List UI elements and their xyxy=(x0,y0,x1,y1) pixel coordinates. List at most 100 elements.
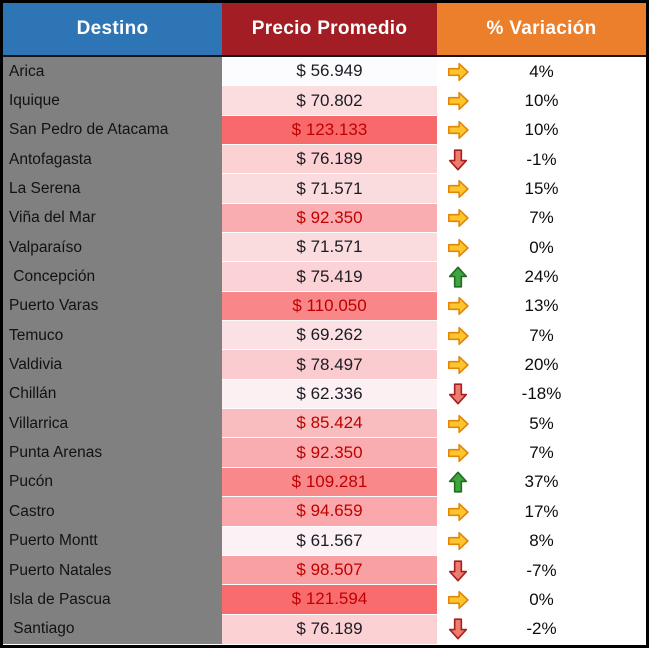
arrow-right-icon xyxy=(446,178,470,201)
variacion-value: -7% xyxy=(526,560,557,580)
precio-cell: $ 85.424 xyxy=(222,409,437,439)
precio-cell: $ 76.189 xyxy=(222,145,437,175)
variacion-value: 0% xyxy=(529,589,554,609)
table-row: Punta Arenas $ 92.350 7% xyxy=(3,438,646,468)
arrow-right-icon xyxy=(446,324,470,347)
table-row: Valparaíso $ 71.571 0% xyxy=(3,233,646,263)
variacion-value: 13% xyxy=(524,296,559,316)
destino-cell: Temuco xyxy=(3,321,222,351)
variacion-cell: 37% xyxy=(437,467,646,498)
variacion-cell: 5% xyxy=(437,409,646,439)
variacion-cell: 0% xyxy=(437,585,646,615)
variacion-value: 7% xyxy=(529,208,554,228)
variacion-cell: 24% xyxy=(437,262,646,292)
destino-cell: Viña del Mar xyxy=(3,203,222,234)
destino-cell: Puerto Varas xyxy=(3,291,222,322)
variacion-cell: 0% xyxy=(437,233,646,263)
variacion-cell: -2% xyxy=(437,614,646,644)
destino-cell: Chillán xyxy=(3,379,222,410)
destino-cell: Pucón xyxy=(3,467,222,498)
variacion-value: 7% xyxy=(529,325,554,345)
variacion-value: 20% xyxy=(524,355,559,375)
arrow-up-icon xyxy=(446,266,470,289)
table-row: Iquique $ 70.802 10% xyxy=(3,86,646,116)
precio-cell: $ 71.571 xyxy=(222,174,437,204)
arrow-right-icon xyxy=(446,207,470,230)
destino-cell: Arica xyxy=(3,57,222,87)
table-row: Puerto Montt $ 61.567 8% xyxy=(3,526,646,556)
destino-cell: Villarrica xyxy=(3,409,222,439)
table-row: Antofagasta $ 76.189 -1% xyxy=(3,145,646,175)
table-row: La Serena $ 71.571 15% xyxy=(3,174,646,204)
variacion-value: 4% xyxy=(529,61,554,81)
precio-cell: $ 76.189 xyxy=(222,614,437,644)
table-row: Chillán $ 62.336 -18% xyxy=(3,379,646,410)
table-row: Santiago $ 76.189 -2% xyxy=(3,614,646,644)
variacion-cell: -18% xyxy=(437,379,646,410)
arrow-right-icon xyxy=(446,90,470,113)
precio-cell: $ 78.497 xyxy=(222,350,437,380)
variacion-cell: 10% xyxy=(437,86,646,116)
variacion-value: 17% xyxy=(524,501,559,521)
variacion-cell: 20% xyxy=(437,350,646,380)
table-row: Villarrica $ 85.424 5% xyxy=(3,409,646,439)
arrow-right-icon xyxy=(446,60,470,83)
arrow-right-icon xyxy=(446,588,470,611)
variacion-value: -2% xyxy=(526,619,557,639)
table-row: Valdivia $ 78.497 20% xyxy=(3,350,646,380)
destino-cell: La Serena xyxy=(3,174,222,204)
arrow-right-icon xyxy=(446,295,470,318)
arrow-right-icon xyxy=(446,442,470,465)
variacion-value: 37% xyxy=(524,472,559,492)
precio-cell: $ 75.419 xyxy=(222,262,437,292)
variacion-cell: 13% xyxy=(437,291,646,322)
column-header-precio-promedio: Precio Promedio xyxy=(222,3,437,55)
arrow-right-icon xyxy=(446,530,470,553)
arrow-right-icon xyxy=(446,354,470,377)
variacion-value: 15% xyxy=(524,179,559,199)
precio-cell: $ 123.133 xyxy=(222,115,437,146)
precio-cell: $ 71.571 xyxy=(222,233,437,263)
table-row: Pucón $ 109.281 37% xyxy=(3,467,646,498)
variacion-value: 5% xyxy=(529,413,554,433)
variacion-cell: 7% xyxy=(437,203,646,234)
precio-cell: $ 109.281 xyxy=(222,467,437,498)
table-row: Concepción $ 75.419 24% xyxy=(3,262,646,292)
variacion-value: -1% xyxy=(526,149,557,169)
precio-cell: $ 110.050 xyxy=(222,291,437,322)
variacion-cell: -1% xyxy=(437,145,646,175)
variacion-cell: 4% xyxy=(437,57,646,87)
arrow-down-icon xyxy=(446,383,470,406)
table-row: Temuco $ 69.262 7% xyxy=(3,321,646,351)
table-row: Castro $ 94.659 17% xyxy=(3,497,646,527)
arrow-right-icon xyxy=(446,236,470,259)
destino-cell: Castro xyxy=(3,497,222,527)
destino-cell: Concepción xyxy=(3,262,222,292)
variacion-value: 7% xyxy=(529,443,554,463)
table-row: Puerto Varas $ 110.050 13% xyxy=(3,291,646,322)
arrow-right-icon xyxy=(446,412,470,435)
variacion-value: 8% xyxy=(529,531,554,551)
variacion-value: 24% xyxy=(524,267,559,287)
arrow-right-icon xyxy=(446,500,470,523)
arrow-down-icon xyxy=(446,559,470,582)
destino-cell: Valparaíso xyxy=(3,233,222,263)
table-row: Viña del Mar $ 92.350 7% xyxy=(3,203,646,234)
destino-cell: Iquique xyxy=(3,86,222,116)
precio-cell: $ 94.659 xyxy=(222,497,437,527)
table-row: Puerto Natales $ 98.507 -7% xyxy=(3,555,646,586)
column-header-variacion: % Variación xyxy=(437,3,646,55)
variacion-cell: 8% xyxy=(437,526,646,556)
variacion-cell: 10% xyxy=(437,115,646,146)
precio-cell: $ 61.567 xyxy=(222,526,437,556)
table-header: Destino Precio Promedio % Variación xyxy=(3,3,646,57)
precio-cell: $ 69.262 xyxy=(222,321,437,351)
variacion-value: -18% xyxy=(521,384,562,404)
column-header-destino: Destino xyxy=(3,3,222,55)
destino-cell: Puerto Montt xyxy=(3,526,222,556)
variacion-cell: 15% xyxy=(437,174,646,204)
precio-cell: $ 62.336 xyxy=(222,379,437,410)
table-row: Isla de Pascua $ 121.594 0% xyxy=(3,585,646,615)
variacion-value: 10% xyxy=(524,120,559,140)
arrow-right-icon xyxy=(446,119,470,142)
